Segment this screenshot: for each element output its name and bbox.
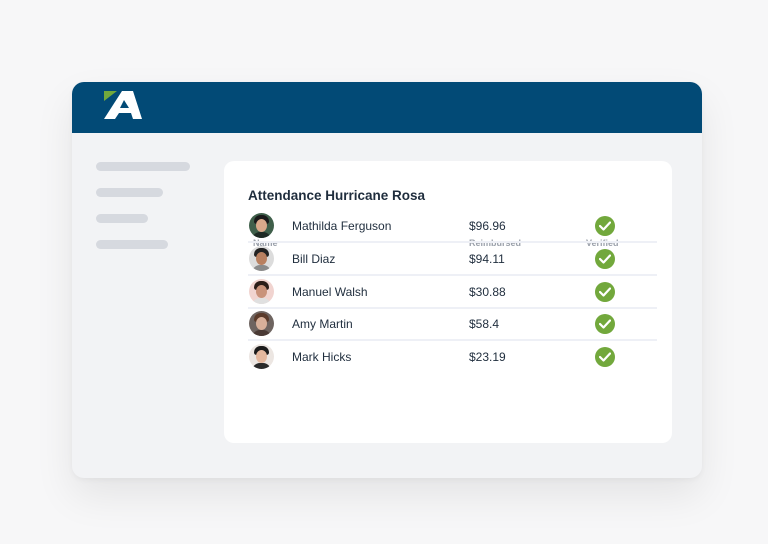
avatar: [249, 311, 274, 336]
table-row[interactable]: Amy Martin $58.4: [248, 308, 657, 341]
row-name: Mathilda Ferguson: [292, 219, 392, 233]
check-icon: [595, 282, 615, 302]
table-row[interactable]: Mark Hicks $23.19: [248, 341, 657, 373]
row-reimbursed: $30.88: [469, 285, 506, 299]
check-icon: [595, 249, 615, 269]
sidebar-line: [96, 214, 148, 223]
row-divider: [248, 274, 657, 276]
sidebar-line: [96, 162, 190, 171]
sidebar-line: [96, 188, 163, 197]
column-header-verified: Verified: [586, 238, 619, 248]
table-row[interactable]: Manuel Walsh $30.88: [248, 276, 657, 309]
row-name: Mark Hicks: [292, 350, 352, 364]
table-row[interactable]: Bill Diaz $94.11: [248, 243, 657, 276]
table-row[interactable]: Mathilda Ferguson $96.96: [248, 210, 657, 243]
avatar: [249, 246, 274, 271]
avatar: [249, 344, 274, 369]
check-icon: [595, 347, 615, 367]
row-name: Manuel Walsh: [292, 285, 368, 299]
app-window: Attendance Hurricane Rosa Name Reimburse…: [72, 82, 702, 478]
row-reimbursed: $23.19: [469, 350, 506, 364]
row-reimbursed: $94.11: [469, 252, 505, 266]
row-reimbursed: $96.96: [469, 219, 506, 233]
row-divider: [248, 241, 657, 243]
row-divider: [248, 307, 657, 309]
attendance-card: Attendance Hurricane Rosa Name Reimburse…: [224, 161, 672, 443]
logo-icon[interactable]: [102, 91, 144, 121]
column-header-name: Name: [253, 238, 278, 248]
avatar: [249, 213, 274, 238]
row-name: Bill Diaz: [292, 252, 336, 266]
avatar: [249, 279, 274, 304]
check-icon: [595, 314, 615, 334]
row-name: Amy Martin: [292, 317, 353, 331]
column-header-reimbursed: Reimbursed: [469, 238, 522, 248]
top-bar: [72, 82, 702, 133]
check-icon: [595, 216, 615, 236]
sidebar-placeholder: [96, 162, 190, 266]
sidebar-line: [96, 240, 168, 249]
row-divider: [248, 339, 657, 341]
row-reimbursed: $58.4: [469, 317, 500, 331]
card-title: Attendance Hurricane Rosa: [248, 188, 426, 203]
